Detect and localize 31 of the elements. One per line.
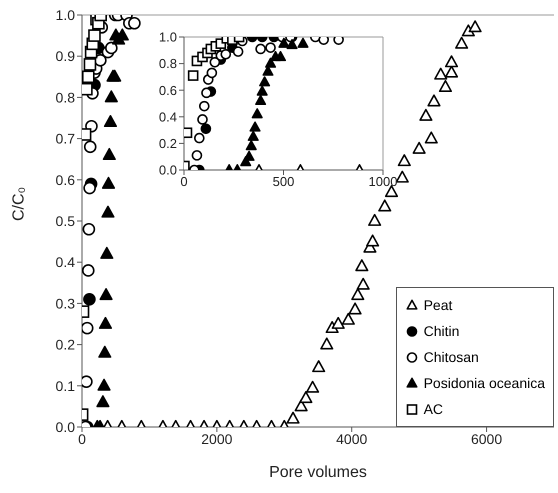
y-tick-label: 0.2	[158, 136, 177, 152]
y-tick-label: 0.5	[56, 212, 76, 229]
y-tick-label: 0.4	[56, 254, 76, 270]
y-tick-label: 1.0	[158, 30, 177, 45]
y-axis-title: C/C₀	[10, 186, 28, 221]
x-tick-label: 0	[180, 174, 188, 190]
legend-label: Chitin	[424, 323, 460, 339]
legend-label: Posidonia oceanica	[424, 375, 545, 391]
y-tick-label: 0.0	[56, 418, 76, 435]
y-tick-label: 0.0	[158, 162, 177, 178]
y-tick-label: 0.6	[56, 172, 76, 188]
y-tick-label: 0.4	[158, 109, 177, 124]
x-tick-label: 1000	[368, 174, 398, 190]
legend-label: Chitosan	[424, 349, 479, 365]
x-tick-label: 6000	[470, 430, 502, 447]
x-tick-label: 2000	[201, 430, 233, 447]
legend-label: AC	[424, 401, 444, 417]
x-tick-label: 500	[272, 174, 294, 190]
x-tick-label: 4000	[336, 430, 368, 447]
x-tick-label: 0	[78, 430, 86, 447]
y-tick-label: 0.6	[158, 82, 177, 98]
legend-label: Peat	[424, 297, 452, 313]
y-tick-label: 0.9	[56, 48, 76, 64]
y-tick-label: 1.0	[56, 6, 76, 23]
y-tick-label: 0.8	[158, 56, 177, 72]
y-tick-label: 0.7	[56, 130, 76, 147]
x-axis-title: Pore volumes	[269, 464, 367, 481]
y-tick-label: 0.1	[56, 378, 76, 394]
y-tick-label: 0.2	[56, 336, 76, 353]
y-tick-label: 0.3	[56, 295, 76, 312]
y-tick-label: 0.8	[56, 89, 76, 106]
